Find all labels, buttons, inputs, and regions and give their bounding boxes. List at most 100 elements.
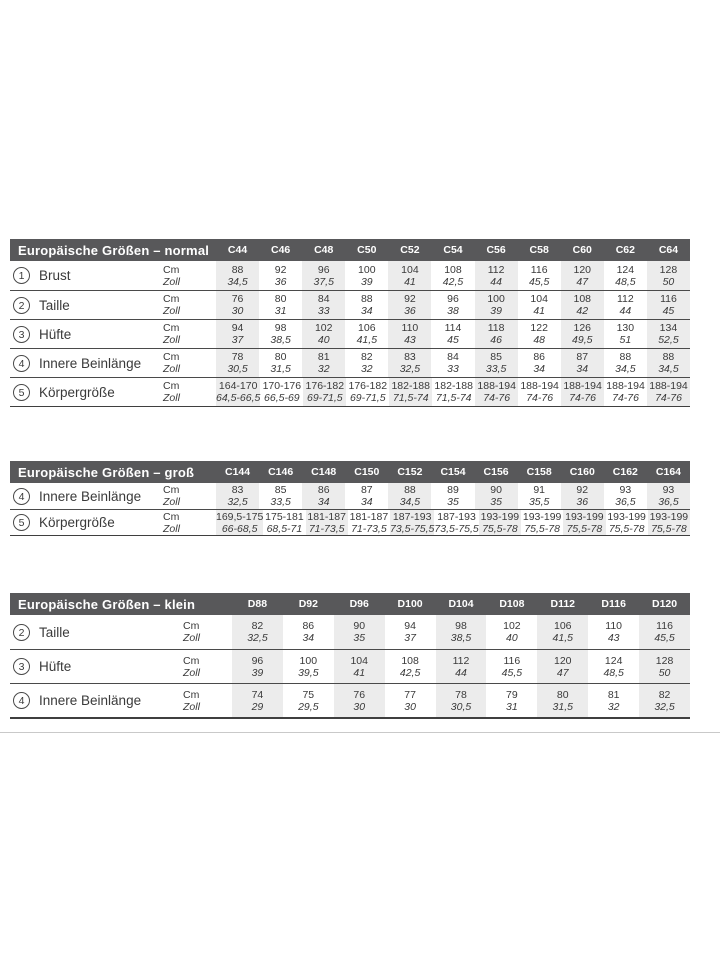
cm-value: 91 — [533, 484, 546, 496]
cm-value: 176-182 — [305, 380, 345, 392]
measurement-value-cell: 83 32,5 — [216, 483, 260, 509]
cm-value: 116 — [660, 293, 677, 305]
measurement-value-cell: 181-187 71-73,5 — [305, 510, 348, 535]
measurement-row: 2 Taille Cm Zoll 82 32,5 86 34 90 35 94 37 98 38,5 102… — [10, 615, 690, 649]
size-column-header: C146 — [268, 466, 294, 478]
unit-zoll-label: Zoll — [183, 632, 200, 644]
measurement-value-cell: 75 29,5 — [283, 684, 334, 717]
measurement-row: 5 Körpergröße Cm Zoll 169,5-175 66-68,5 175-18… — [10, 509, 690, 535]
cm-value: 126 — [573, 322, 592, 334]
zoll-value: 41,5 — [552, 632, 573, 644]
unit-cm-label: Cm — [163, 510, 180, 523]
measurement-value-cell: 112 44 — [435, 650, 487, 683]
zoll-value: 34 — [302, 632, 315, 644]
zoll-value: 42,5 — [399, 666, 421, 679]
measurement-value-cell: 102 40 — [486, 615, 537, 649]
row-number-badge: 2 — [13, 296, 30, 314]
cm-value: 110 — [605, 620, 623, 632]
cm-value: 81 — [317, 351, 330, 363]
size-column-header: C46 — [270, 244, 291, 256]
measurement-value-cell: 84 33 — [431, 349, 474, 377]
cm-value: 120 — [554, 654, 572, 667]
measurement-value-cell: 94 37 — [216, 320, 260, 348]
zoll-value: 35 — [447, 496, 459, 508]
cm-value: 106 — [358, 322, 376, 334]
size-column-header: D96 — [349, 598, 369, 610]
cm-value: 193-199 — [565, 510, 604, 523]
unit-zoll-label: Zoll — [163, 275, 180, 288]
measurement-value-cell: 181-187 71-73,5 — [348, 510, 390, 535]
size-column-header: C56 — [486, 244, 506, 256]
cm-value: 188-194 — [606, 380, 645, 392]
unit-zoll-label: Zoll — [163, 496, 180, 508]
measurement-value-cell: 89 35 — [431, 483, 474, 509]
zoll-value: 31 — [506, 700, 518, 713]
measurement-row: 4 Innere Beinlänge Cm Zoll 83 32,5 85 33,5 86 34 8… — [10, 483, 690, 509]
cm-value: 81 — [607, 688, 620, 701]
measurement-value-cell: 90 35 — [333, 615, 385, 649]
measurement-value-cell: 88 34,5 — [604, 349, 647, 377]
zoll-value: 47 — [556, 666, 569, 679]
zoll-value: 32,5 — [247, 632, 268, 644]
zoll-value: 74-76 — [569, 392, 597, 404]
cm-value: 89 — [447, 484, 459, 496]
cm-value: 88 — [662, 351, 675, 363]
zoll-value: 43 — [404, 334, 416, 346]
cm-value: 90 — [353, 620, 366, 632]
cm-value: 100 — [358, 263, 376, 276]
row-number-badge: 3 — [13, 325, 30, 343]
size-column-header: C158 — [526, 466, 552, 478]
measurement-value-cell: 182-188 71,5-74 — [432, 378, 475, 406]
cm-value: 82 — [658, 688, 671, 701]
size-column-header: D116 — [601, 598, 626, 610]
cm-value: 75 — [302, 688, 315, 701]
cm-value: 102 — [503, 620, 521, 632]
cm-value: 80 — [274, 293, 287, 305]
row-label-cell: 4 Innere Beinlänge — [10, 483, 155, 509]
table-header-bar: Europäische Größen – normal C44 C46 C48 C50 C… — [10, 239, 690, 261]
row-label-cell: 3 Hüfte — [10, 320, 155, 348]
zoll-value: 47 — [576, 275, 589, 288]
zoll-value: 30,5 — [227, 363, 248, 375]
cm-value: 78 — [231, 351, 244, 363]
zoll-value: 39 — [360, 275, 373, 288]
measurement-value-cell: 96 38 — [431, 291, 474, 319]
zoll-value: 32,5 — [654, 700, 675, 713]
cm-value: 182-188 — [391, 380, 430, 392]
measurement-value-cell: 88 34,5 — [216, 261, 260, 290]
measurement-value-cell: 114 45 — [431, 320, 474, 348]
zoll-value: 39,5 — [298, 666, 319, 679]
zoll-value: 33,5 — [485, 363, 507, 375]
size-column-header: C164 — [655, 466, 681, 478]
zoll-value: 34,5 — [615, 363, 636, 375]
cm-value: 104 — [401, 263, 419, 276]
cm-value: 112 — [452, 654, 470, 667]
zoll-value: 45 — [447, 334, 459, 346]
cm-value: 98 — [455, 620, 467, 632]
measurement-value-cell: 78 30,5 — [216, 349, 260, 377]
table-title: Europäische Größen – groß — [18, 464, 195, 480]
cm-value: 96 — [251, 654, 264, 667]
cm-value: 94 — [404, 620, 416, 632]
row-number-badge: 2 — [13, 623, 30, 641]
cm-value: 86 — [533, 351, 546, 363]
zoll-value: 50 — [662, 275, 675, 288]
measurement-value-cell: 134 52,5 — [646, 320, 690, 348]
zoll-value: 75,5-78 — [651, 522, 687, 535]
zoll-value: 35 — [353, 632, 366, 644]
size-column-header: D88 — [247, 598, 268, 610]
zoll-value: 45,5 — [654, 632, 675, 644]
measurement-label: Körpergröße — [39, 515, 115, 530]
cm-value: 182-188 — [434, 380, 473, 392]
unit-zoll-label: Zoll — [163, 363, 180, 375]
measurement-value-cell: 188-194 74-76 — [475, 378, 519, 406]
zoll-value: 34,5 — [399, 496, 421, 508]
zoll-value: 71-73,5 — [351, 522, 387, 535]
measurement-value-cell: 83 32,5 — [388, 349, 432, 377]
measurement-value-cell: 88 34,5 — [646, 349, 690, 377]
measurement-row: 4 Innere Beinlänge Cm Zoll 78 30,5 80 31,5 81 32 8… — [10, 348, 690, 377]
zoll-value: 36 — [274, 275, 287, 288]
measurement-label: Innere Beinlänge — [39, 355, 142, 371]
row-label-cell: 2 Taille — [10, 291, 155, 319]
cm-value: 92 — [404, 293, 416, 305]
